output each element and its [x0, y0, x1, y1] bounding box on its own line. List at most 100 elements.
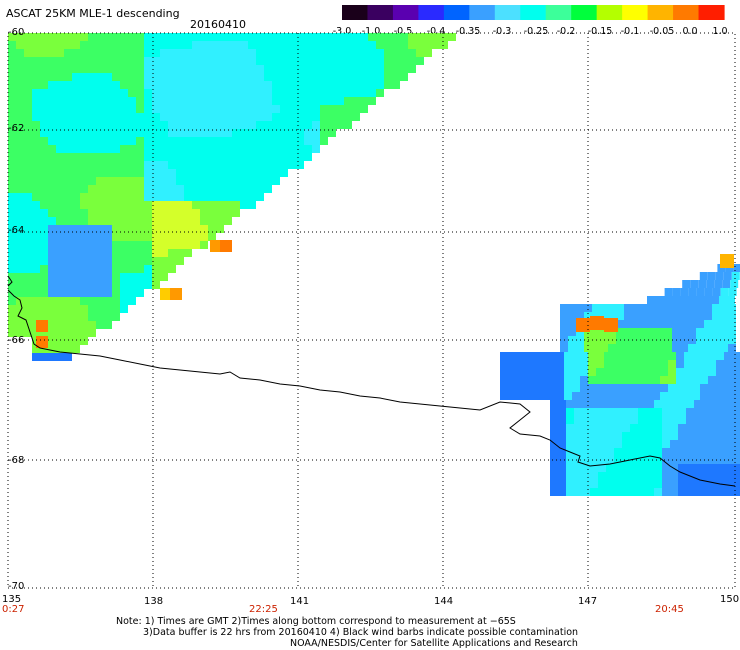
colorbar-segment [647, 5, 674, 20]
swath-cell [248, 161, 256, 169]
swath-cell [160, 288, 172, 300]
swath-cell [80, 57, 88, 65]
swath-cell [568, 320, 576, 328]
swath-cell [232, 89, 240, 97]
x-tick-label-4: 144 [434, 596, 454, 607]
swath-cell [556, 360, 564, 368]
swath-cell [296, 65, 304, 73]
swath-cell [184, 249, 192, 257]
coastline-west [7, 275, 13, 287]
swath-cell [328, 73, 336, 81]
swath-cell [726, 440, 734, 448]
swath-cell [352, 105, 360, 113]
swath-cell [224, 169, 232, 177]
swath-cell [628, 368, 636, 376]
swath-cell [726, 472, 734, 480]
swath-cell [56, 217, 64, 225]
swath-cell [80, 145, 88, 153]
swath-cell [32, 217, 40, 225]
swath-cell [120, 185, 128, 193]
swath-cell [572, 352, 580, 360]
swath-cell [256, 97, 264, 105]
swath-cell [128, 217, 136, 225]
swath-cell [16, 217, 24, 225]
swath-cell [630, 480, 638, 488]
swath-cell [104, 65, 112, 73]
swath-cell [728, 288, 737, 296]
swath-cell [120, 121, 128, 129]
swath-cell [416, 57, 424, 65]
swath-cell [56, 193, 64, 201]
swath-cell [590, 424, 598, 432]
swath-cell [16, 137, 24, 145]
swath-cell [240, 121, 248, 129]
swath-cell [288, 113, 296, 121]
swath-cell [216, 89, 224, 97]
swath-cell [232, 137, 240, 145]
swath-cell [664, 304, 672, 312]
swath-cell [120, 305, 128, 313]
swath-cell [40, 225, 48, 233]
swath-cell [8, 217, 16, 225]
swath-cell [64, 113, 72, 121]
colorbar-segment [622, 5, 649, 20]
swath-cell [128, 65, 136, 73]
swath-cell [88, 201, 96, 209]
swath-cell [168, 257, 176, 265]
swath-cell [272, 81, 280, 89]
colorbar-tick-label: -0.4 [427, 26, 446, 37]
swath-cell [524, 392, 532, 400]
swath-cell [200, 209, 208, 217]
swath-cell [710, 440, 718, 448]
swath-cell [304, 153, 312, 161]
swath-cell [232, 41, 240, 49]
swath-cell [56, 305, 64, 313]
swath-cell [128, 97, 136, 105]
swath-cell [532, 368, 540, 376]
swath-cell [248, 113, 256, 121]
swath-cell [718, 416, 726, 424]
swath-cell [730, 280, 739, 288]
swath-cell [16, 65, 24, 73]
swath-cell [224, 153, 232, 161]
swath-cell [614, 400, 622, 408]
swath-cell [56, 257, 64, 265]
swath-cell [56, 353, 64, 361]
swath-cell [400, 41, 408, 49]
swath-cell [708, 376, 716, 384]
swath-cell [128, 193, 136, 201]
swath-cell [624, 304, 632, 312]
swath-cell [152, 81, 160, 89]
swath-cell [604, 318, 618, 332]
swath-cell [104, 129, 112, 137]
swath-cell [120, 89, 128, 97]
swath-cell [16, 249, 24, 257]
swath-cell [160, 209, 168, 217]
swath-cell [208, 161, 216, 169]
swath-cell [80, 65, 88, 73]
swath-cell [200, 89, 208, 97]
swath-cell [376, 49, 384, 57]
swath-cell [232, 49, 240, 57]
swath-cell [672, 304, 680, 312]
swath-cell [104, 257, 112, 265]
swath-cell [208, 137, 216, 145]
swath-cell [288, 121, 296, 129]
swath-cell [622, 464, 630, 472]
swath-cell [640, 304, 648, 312]
swath-cell [376, 81, 384, 89]
swath-cell [516, 360, 524, 368]
swath-cell [572, 392, 580, 400]
swath-cell [304, 49, 312, 57]
swath-cell [48, 65, 56, 73]
swath-cell [112, 73, 120, 81]
swath-cell [336, 97, 344, 105]
swath-cell [128, 201, 136, 209]
swath-cell [48, 137, 56, 145]
swath-cell [312, 129, 320, 137]
swath-cell [128, 209, 136, 217]
swath-cell [280, 97, 288, 105]
swath-cell [660, 368, 668, 376]
swath-cell [724, 392, 732, 400]
swath-cell [128, 89, 136, 97]
